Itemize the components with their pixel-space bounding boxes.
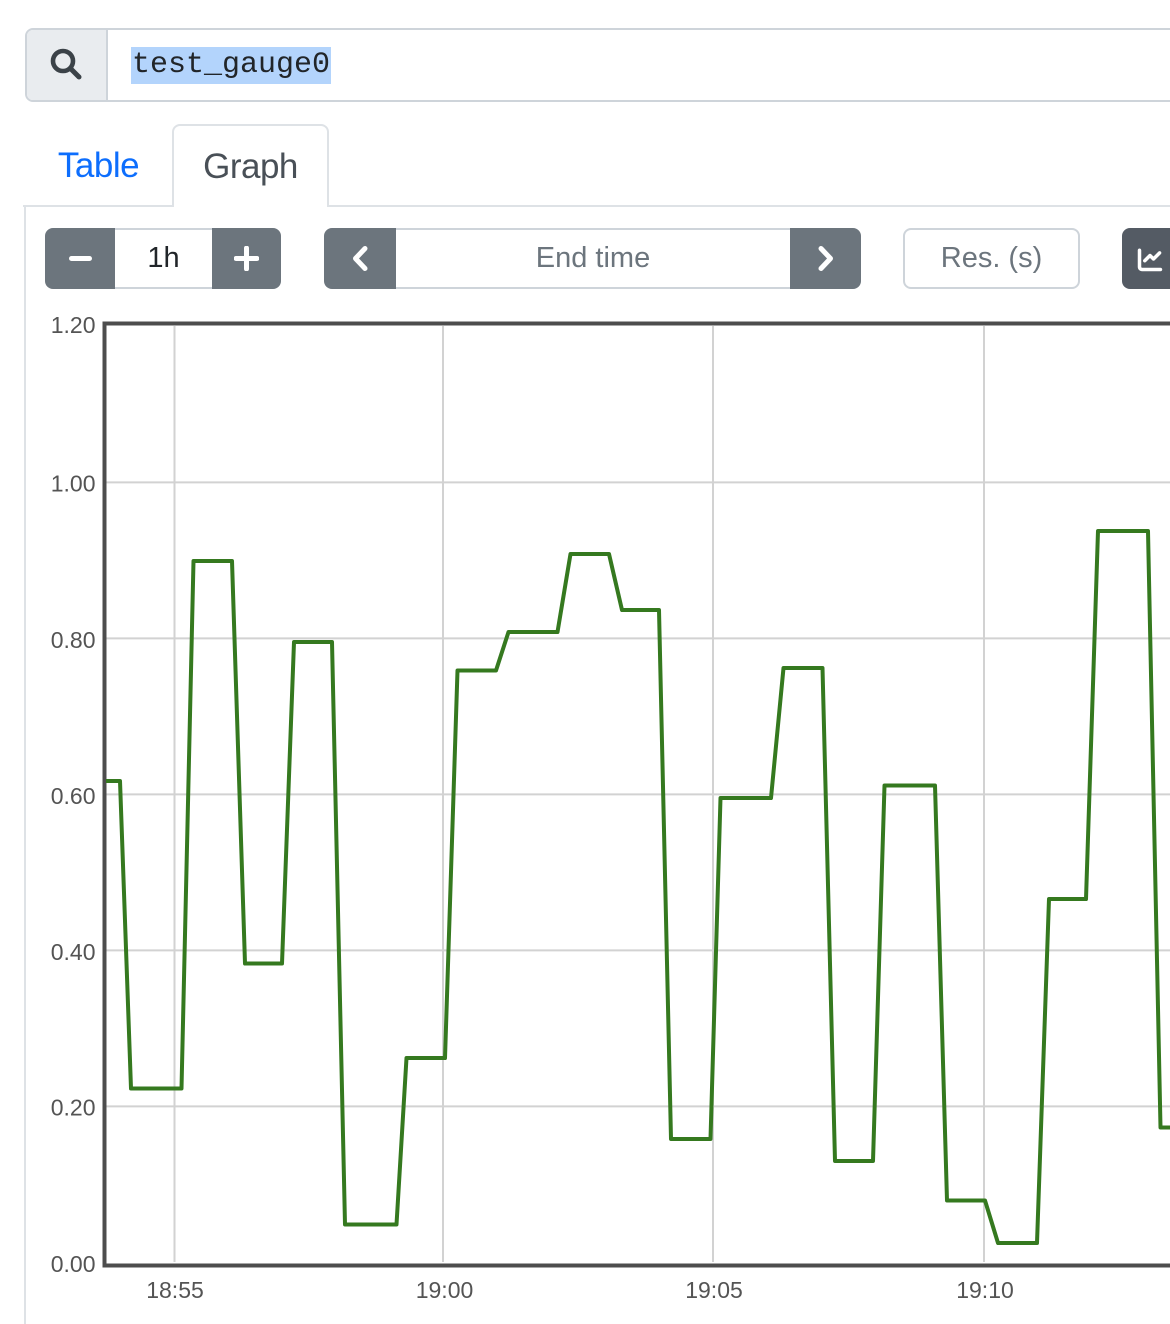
svg-text:18:55: 18:55 [146, 1277, 204, 1303]
svg-text:19:00: 19:00 [416, 1277, 474, 1303]
svg-text:1.20: 1.20 [51, 312, 96, 338]
svg-text:19:05: 19:05 [685, 1277, 743, 1303]
svg-text:0.20: 0.20 [51, 1095, 96, 1121]
svg-text:1.00: 1.00 [51, 471, 96, 497]
svg-text:0.40: 0.40 [51, 939, 96, 965]
svg-text:19:10: 19:10 [956, 1277, 1014, 1303]
svg-text:0.00: 0.00 [51, 1251, 96, 1277]
svg-text:0.60: 0.60 [51, 783, 96, 809]
svg-text:0.80: 0.80 [51, 627, 96, 653]
